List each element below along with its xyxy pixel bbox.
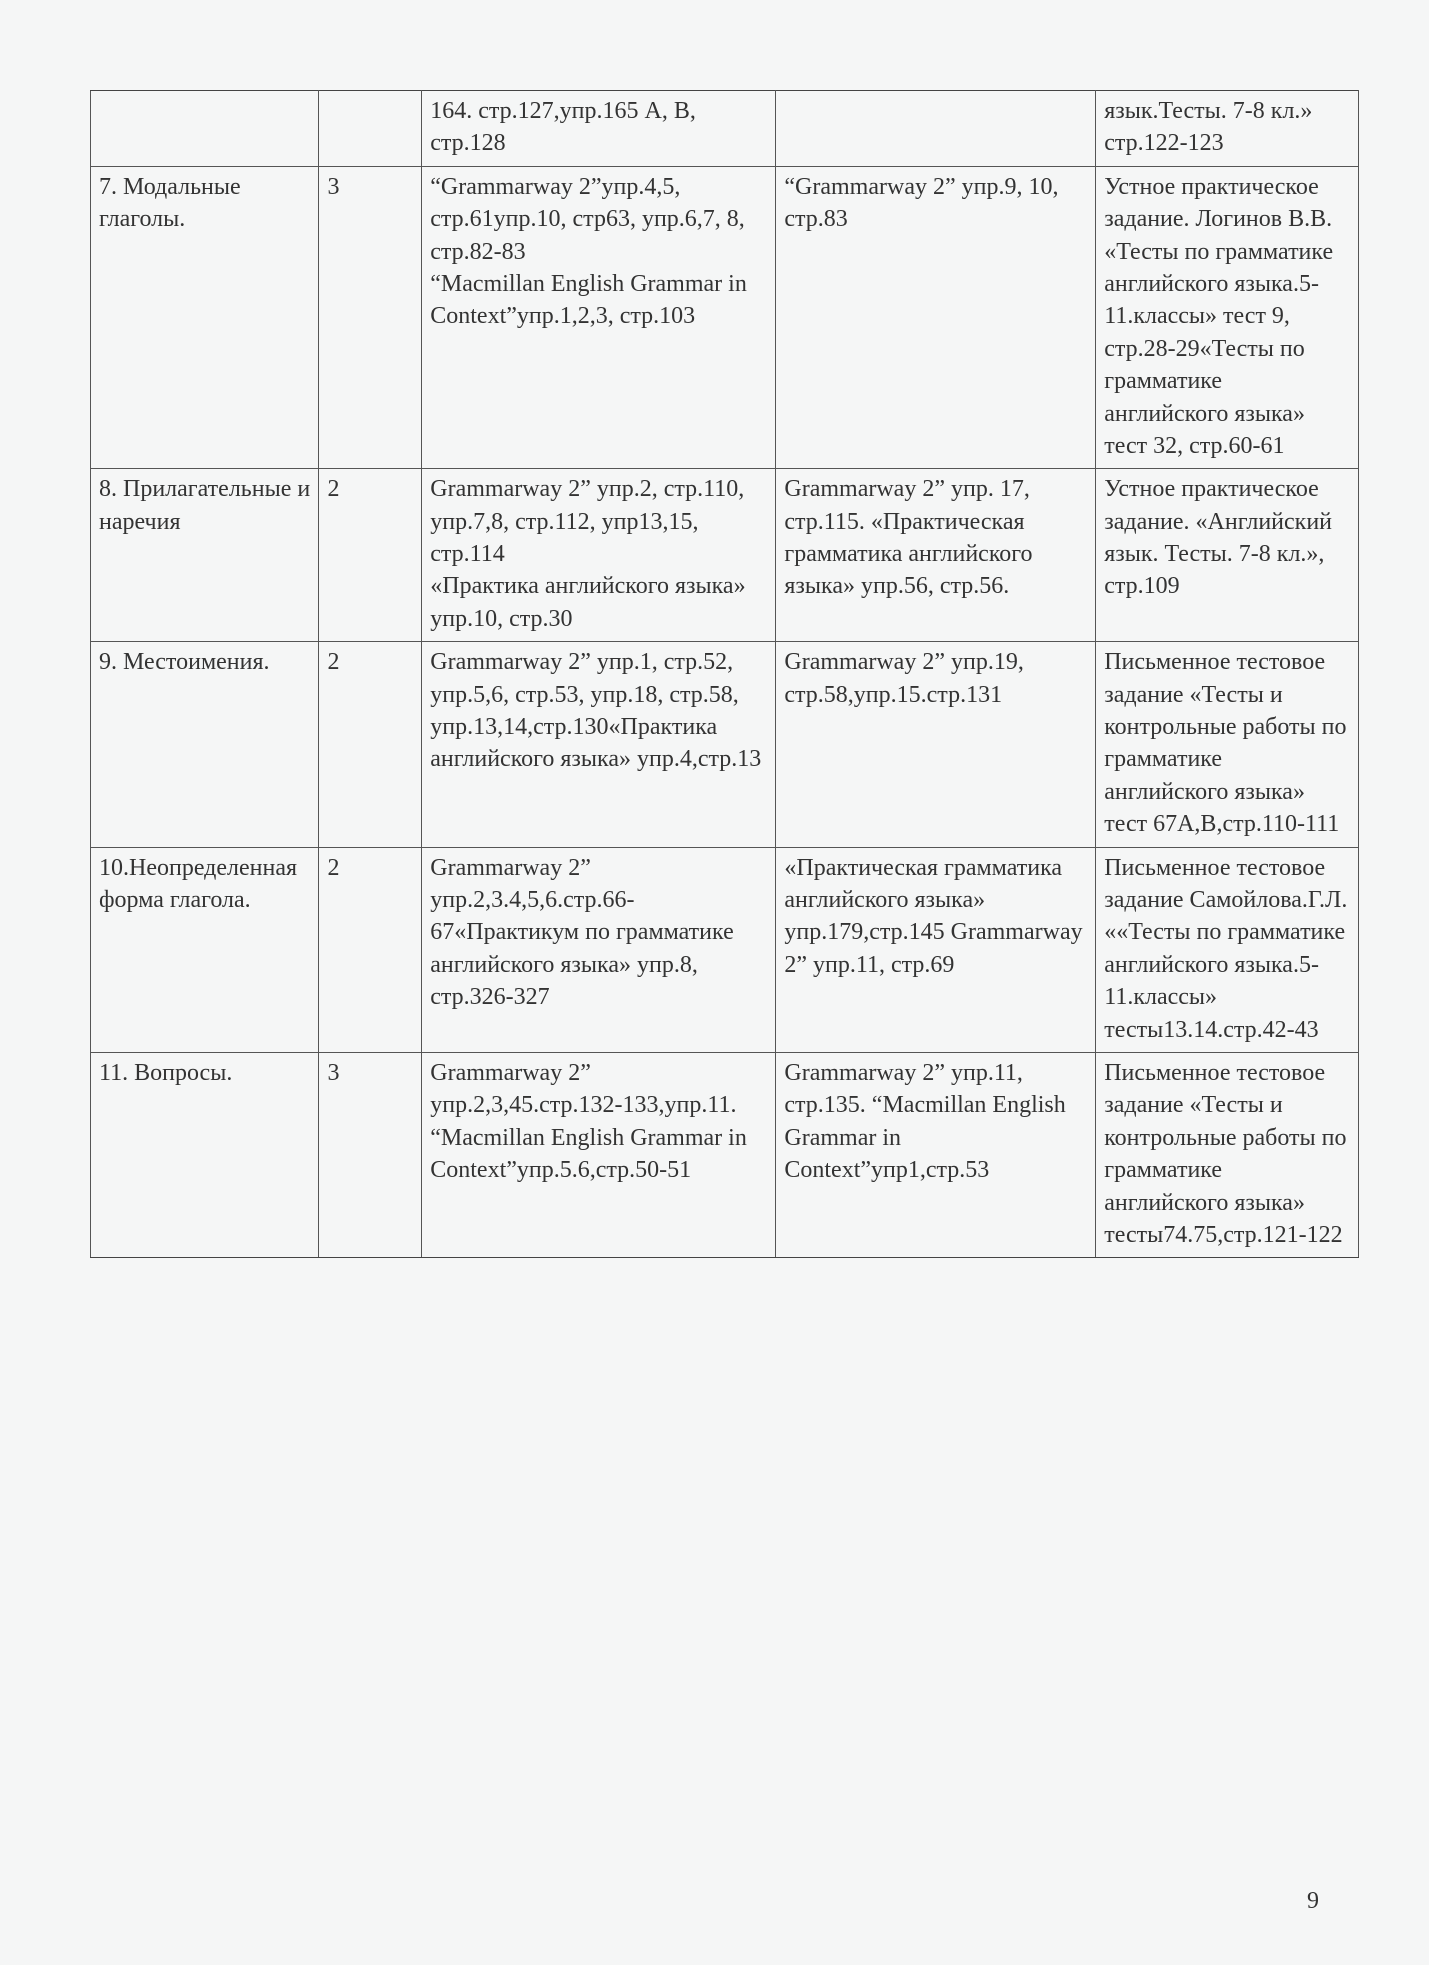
page-number: 9	[1307, 1888, 1319, 1915]
assessment-cell: Устное практическое задание. Логинов В.В…	[1096, 166, 1359, 469]
table-row: 7. Модальные глаголы.3“Grammarway 2”упр.…	[91, 166, 1359, 469]
homework-cell: Grammarway 2” упр. 17, стр.115. «Практич…	[776, 469, 1096, 642]
homework-cell	[776, 91, 1096, 167]
hours-cell: 2	[319, 642, 422, 847]
hours-cell: 3	[319, 1052, 422, 1257]
assessment-cell: язык.Тесты. 7-8 кл.» стр.122-123	[1096, 91, 1359, 167]
homework-cell: «Практическая грамматика английского язы…	[776, 847, 1096, 1052]
assessment-cell: Письменное тестовое задание «Тесты и кон…	[1096, 1052, 1359, 1257]
topic-cell: 9. Местоимения.	[91, 642, 319, 847]
topic-cell: 10.Неопределенная форма глагола.	[91, 847, 319, 1052]
topic-cell: 8. Прилагательные и наречия	[91, 469, 319, 642]
assessment-cell: Устное практическое задание. «Английский…	[1096, 469, 1359, 642]
table-row: 11. Вопросы.3Grammarway 2” упр.2,3,45.ст…	[91, 1052, 1359, 1257]
materials-cell: Grammarway 2” упр.2,3.4,5,6.стр.66-67«Пр…	[422, 847, 776, 1052]
document-page: 164. стр.127,упр.165 А, В, стр.128 язык.Т…	[0, 0, 1429, 1965]
homework-cell: Grammarway 2” упр.11, стр.135. “Macmilla…	[776, 1052, 1096, 1257]
topic-cell: 11. Вопросы.	[91, 1052, 319, 1257]
hours-cell: 3	[319, 166, 422, 469]
assessment-cell: Письменное тестовое задание «Тесты и кон…	[1096, 642, 1359, 847]
table-row: 10.Неопределенная форма глагола.2Grammar…	[91, 847, 1359, 1052]
materials-cell: Grammarway 2” упр.2,3,45.стр.132-133,упр…	[422, 1052, 776, 1257]
hours-cell: 2	[319, 469, 422, 642]
table-row: 9. Местоимения.2Grammarway 2” упр.1, стр…	[91, 642, 1359, 847]
table-row: 164. стр.127,упр.165 А, В, стр.128 язык.Т…	[91, 91, 1359, 167]
homework-cell: “Grammarway 2” упр.9, 10, стр.83	[776, 166, 1096, 469]
materials-cell: 164. стр.127,упр.165 А, В, стр.128	[422, 91, 776, 167]
assessment-cell: Письменное тестовое задание Самойлова.Г.…	[1096, 847, 1359, 1052]
hours-cell	[319, 91, 422, 167]
homework-cell: Grammarway 2” упр.19, стр.58,упр.15.стр.…	[776, 642, 1096, 847]
materials-cell: “Grammarway 2”упр.4,5, стр.61упр.10, стр…	[422, 166, 776, 469]
table-row: 8. Прилагательные и наречия2Grammarway 2…	[91, 469, 1359, 642]
topic-cell: 7. Модальные глаголы.	[91, 166, 319, 469]
topic-cell	[91, 91, 319, 167]
materials-cell: Grammarway 2” упр.2, стр.110, упр.7,8, с…	[422, 469, 776, 642]
materials-cell: Grammarway 2” упр.1, стр.52, упр.5,6, ст…	[422, 642, 776, 847]
hours-cell: 2	[319, 847, 422, 1052]
curriculum-table: 164. стр.127,упр.165 А, В, стр.128 язык.Т…	[90, 90, 1359, 1258]
